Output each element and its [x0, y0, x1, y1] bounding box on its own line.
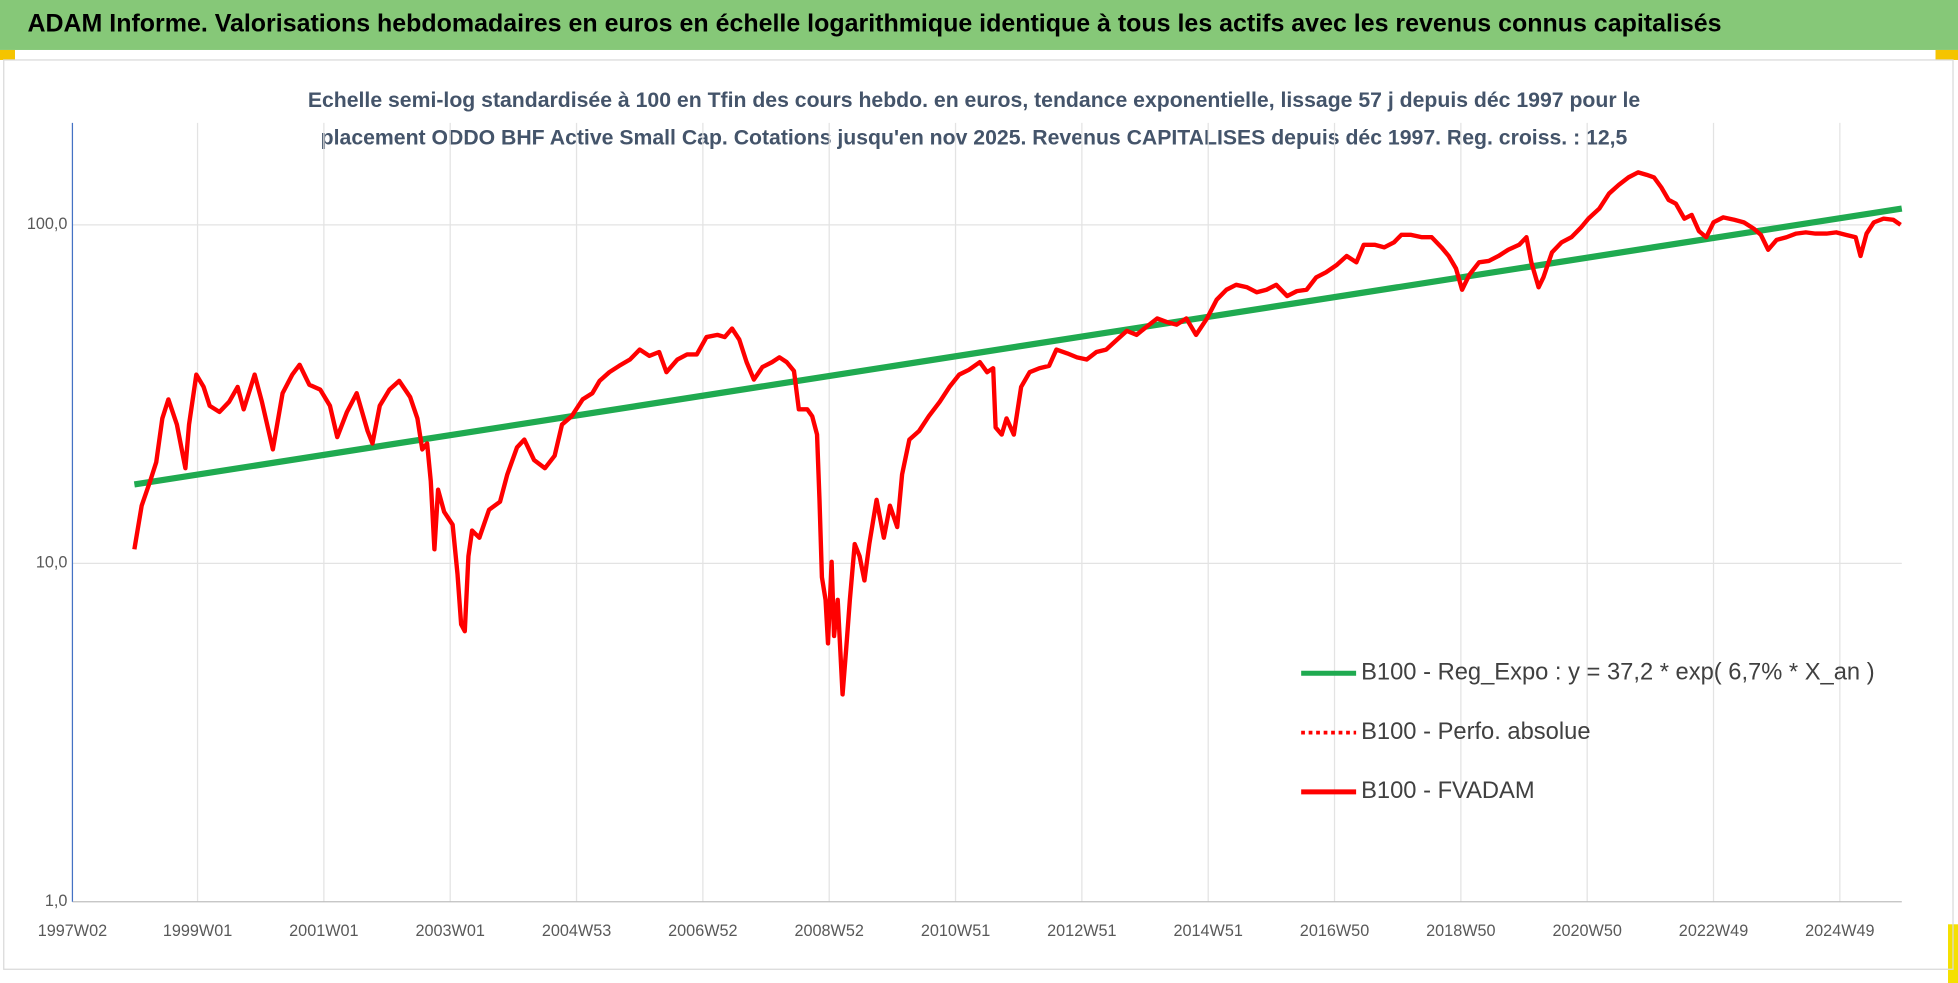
x-tick-label: 2020W50: [1552, 922, 1621, 940]
chart-frame: [3, 59, 1954, 970]
x-tick-label: 2006W52: [668, 922, 737, 940]
x-tick-label: 2010W51: [921, 922, 990, 940]
y-tick-label: 1,0: [45, 892, 68, 910]
chart-title: placement ODDO BHF Active Small Cap. Cot…: [321, 126, 1628, 149]
x-tick-label: 2001W01: [289, 922, 358, 940]
series-line: [132, 170, 1902, 697]
header-title: ADAM Informe. Valorisations hebdomadaire…: [27, 10, 1721, 38]
x-tick-label: 2022W49: [1679, 922, 1748, 940]
x-tick-label: 2008W52: [794, 922, 863, 940]
x-tick-label: 2018W50: [1426, 922, 1495, 940]
x-tick-label: 2016W50: [1300, 922, 1369, 940]
y-tick-label: 10,0: [36, 554, 68, 572]
x-tick-label: 2004W53: [542, 922, 611, 940]
x-tick-label: 2024W49: [1805, 922, 1874, 940]
legend-label: B100 - Reg_Expo : y = 37,2 * exp( 6,7% *…: [1361, 660, 1874, 686]
legend-label: B100 - FVADAM: [1361, 778, 1535, 804]
plot-area: 1997W02 1999W01 2001W01 2003W01 2004W53 2006W…: [27, 122, 1903, 940]
corner-mark: [0, 49, 15, 60]
corner-mark: [1935, 49, 1958, 60]
series-line: [133, 205, 1903, 488]
x-tick-label: 1999W01: [163, 922, 232, 940]
x-tick-label: 2014W51: [1173, 922, 1242, 940]
y-tick-label: 100,0: [27, 215, 68, 233]
x-tick-label: 1997W02: [38, 922, 107, 940]
header-bar: [0, 0, 1958, 50]
chart-title: Echelle semi-log standardisée à 100 en T…: [308, 89, 1641, 112]
x-tick-label: 2012W51: [1047, 922, 1116, 940]
legend-label: B100 - Perfo. absolue: [1361, 719, 1590, 745]
x-tick-label: 2003W01: [415, 922, 484, 940]
